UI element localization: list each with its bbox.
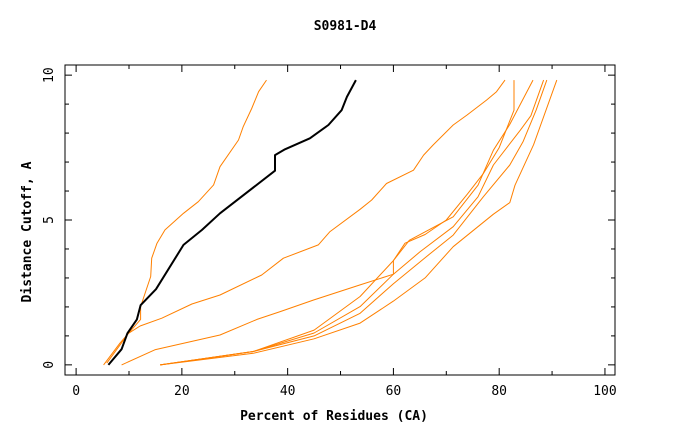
- axis-ticks: 0 20 40 60 80 100 0 5 10: [42, 65, 617, 399]
- series-line-curve-6: [160, 79, 548, 366]
- series-line-highlight-curve: [107, 79, 357, 366]
- y-tick-label: 10: [42, 67, 57, 83]
- x-tick-label: 40: [280, 384, 296, 399]
- chart-title: S0981-D4: [314, 19, 377, 34]
- x-tick-label: 0: [72, 384, 80, 399]
- y-axis-label: Distance Cutoff, A: [20, 161, 35, 302]
- series-line-curve-7: [160, 79, 558, 366]
- y-tick-label: 5: [42, 216, 57, 224]
- x-tick-label: 80: [491, 384, 507, 399]
- series-line-curve-2: [106, 79, 506, 364]
- x-tick-label: 20: [174, 384, 190, 399]
- x-axis-label: Percent of Residues (CA): [240, 409, 428, 424]
- series-line-curve-5: [160, 79, 545, 366]
- y-tick-label: 0: [42, 361, 57, 369]
- series-group: [103, 79, 558, 366]
- series-line-curve-1: [103, 79, 267, 366]
- x-tick-label: 100: [593, 384, 616, 399]
- series-line-curve-4: [160, 79, 534, 366]
- series-line-curve-3: [121, 80, 515, 366]
- x-tick-label: 60: [386, 384, 402, 399]
